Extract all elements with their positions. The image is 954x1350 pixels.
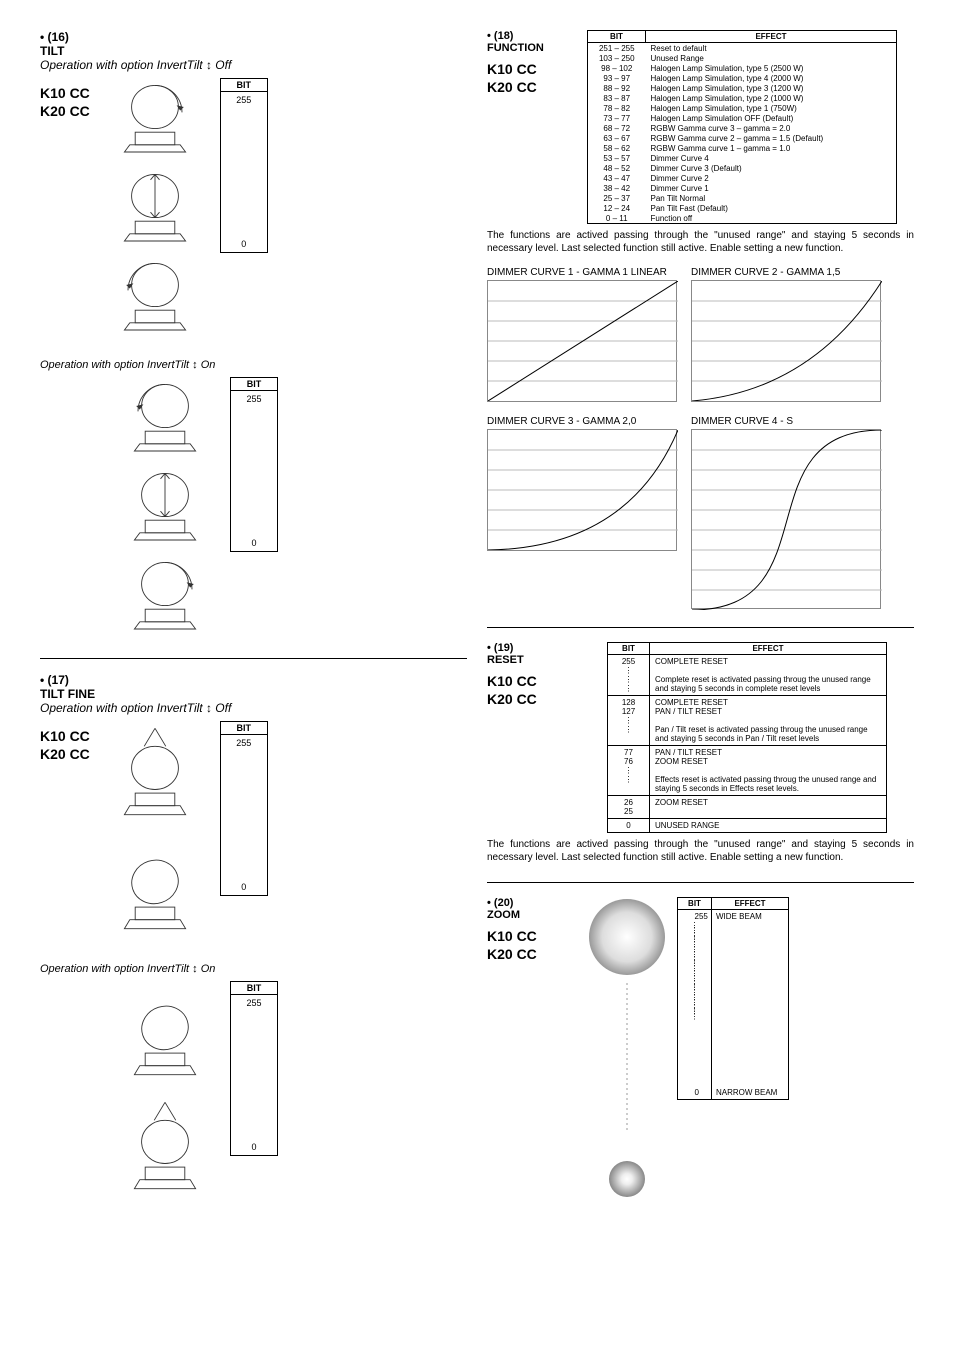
dimmer-curve-2 bbox=[691, 280, 881, 402]
sec18-note: The functions are actived passing throug… bbox=[487, 230, 914, 255]
sec18-title: FUNCTION bbox=[487, 42, 544, 54]
sec18-num: • (18) bbox=[487, 30, 513, 42]
bit-table: BIT 2550 bbox=[220, 78, 268, 253]
sec17-models: K10 CCK20 CC bbox=[40, 727, 90, 763]
section-20-zoom: • (20) ZOOM K10 CCK20 CC BITEFFECT 255⋮ bbox=[487, 897, 914, 1219]
sec16-title: TILT bbox=[40, 44, 64, 58]
bit-table: BIT 2550 bbox=[220, 721, 268, 896]
sec17-num: • (17) bbox=[40, 673, 69, 687]
sec17-sub-off: Operation with option InvertTilt ↕ Off bbox=[40, 701, 231, 715]
sec19-note: The functions are actived passing throug… bbox=[487, 839, 914, 864]
sec19-num: • (19) bbox=[487, 642, 513, 654]
sec19-title: RESET bbox=[487, 654, 524, 666]
sec18-models: K10 CCK20 CC bbox=[487, 60, 577, 96]
sec20-title: ZOOM bbox=[487, 909, 520, 921]
bit-table: BIT 2550 bbox=[230, 377, 278, 552]
section-18-function: • (18) FUNCTION K10 CCK20 CC BITEFFECT 2… bbox=[487, 30, 914, 609]
section-16-tilt: • (16) TILT Operation with option Invert… bbox=[40, 30, 467, 640]
dimmer-curve-1 bbox=[487, 280, 677, 402]
section-17-tilt-fine: • (17) TILT FINE Operation with option I… bbox=[40, 673, 467, 1205]
curve4-label: DIMMER CURVE 4 - S bbox=[691, 416, 881, 427]
zoom-table: BITEFFECT 255⋮⋮⋮⋮⋮⋮⋮⋮⋮⋮⋮⋮⋮⋮⋮⋮⋮⋮⋮⋮0 WIDE … bbox=[677, 897, 789, 1100]
sec16-num: • (16) bbox=[40, 30, 69, 44]
sec16-models: K10 CCK20 CC bbox=[40, 84, 90, 120]
curve2-label: DIMMER CURVE 2 - GAMMA 1,5 bbox=[691, 267, 881, 278]
sec16-sub-off: Operation with option InvertTilt ↕ Off bbox=[40, 58, 231, 72]
bit-table: BIT 2550 bbox=[230, 981, 278, 1156]
zoom-beam-icons bbox=[587, 897, 667, 1219]
sec17-title: TILT FINE bbox=[40, 687, 95, 701]
curve3-label: DIMMER CURVE 3 - GAMMA 2,0 bbox=[487, 416, 677, 427]
sec20-models: K10 CCK20 CC bbox=[487, 927, 577, 963]
dimmer-curve-3 bbox=[487, 429, 677, 551]
sec17-sub-on: Operation with option InvertTilt ↕ On bbox=[40, 963, 467, 975]
fixture-icons bbox=[100, 721, 210, 945]
fixture-icons bbox=[110, 981, 220, 1205]
sec20-num: • (20) bbox=[487, 897, 513, 909]
sec19-models: K10 CCK20 CC bbox=[487, 672, 597, 708]
sec16-sub-on: Operation with option InvertTilt ↕ On bbox=[40, 359, 467, 371]
reset-table: BITEFFECT 255⋮⋮⋮COMPLETE RESETComplete r… bbox=[607, 642, 887, 833]
section-19-reset: • (19) RESET K10 CCK20 CC BITEFFECT 255⋮… bbox=[487, 642, 914, 864]
function-table: BITEFFECT 251 – 255Reset to default103 –… bbox=[587, 30, 897, 224]
fixture-icons bbox=[110, 377, 220, 640]
fixture-icons bbox=[100, 78, 210, 341]
dimmer-curve-4 bbox=[691, 429, 881, 609]
curve1-label: DIMMER CURVE 1 - GAMMA 1 LINEAR bbox=[487, 267, 677, 278]
